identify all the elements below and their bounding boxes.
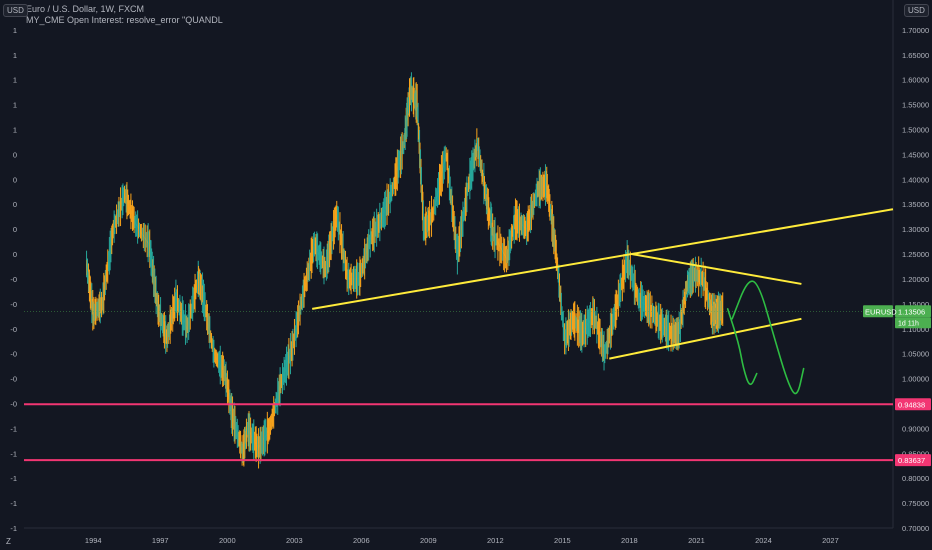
left-scale-label[interactable]: USD [3, 4, 28, 17]
left-tick-label: 1 [13, 126, 17, 135]
y-tick-label: 1.50000 [902, 126, 929, 135]
y-tick-label: 1.05000 [902, 350, 929, 359]
countdown-bg [895, 317, 931, 329]
y-tick-label: 1.55000 [902, 101, 929, 110]
x-tick-label: 2003 [286, 536, 303, 545]
y-tick-label: 0.90000 [902, 424, 929, 433]
left-tick-label: 0 [13, 200, 17, 209]
x-tick-label: 1994 [85, 536, 102, 545]
level-price-tag-bg [895, 398, 931, 411]
x-tick-label: 2027 [822, 536, 839, 545]
left-tick-label: -0 [10, 350, 17, 359]
y-tick-label: 1.30000 [902, 225, 929, 234]
left-tick-label: -0 [10, 275, 17, 284]
left-tick-label: 1 [13, 51, 17, 60]
indicator-label: MY_CME Open Interest: resolve_error "QUA… [26, 15, 223, 25]
left-tick-label: -0 [10, 300, 17, 309]
left-tick-label: 0 [13, 150, 17, 159]
y-tick-label: 0.75000 [902, 499, 929, 508]
x-tick-label: 2021 [688, 536, 705, 545]
left-tick-label: -1 [10, 474, 17, 483]
y-tick-label: 1.65000 [902, 51, 929, 60]
left-tick-label: -0 [10, 325, 17, 334]
y-tick-label: 1.00000 [902, 375, 929, 384]
x-tick-label: 2015 [554, 536, 571, 545]
y-tick-label: 1.70000 [902, 26, 929, 35]
right-scale-label[interactable]: USD [904, 4, 929, 17]
y-tick-label: 0.80000 [902, 474, 929, 483]
level-price-tag: 0.94838 [898, 400, 925, 409]
left-tick-label: -1 [10, 424, 17, 433]
trend-line [609, 317, 802, 360]
y-tick-label: 1.20000 [902, 275, 929, 284]
y-tick-label: 1.25000 [902, 250, 929, 259]
y-tick-label: 1.35000 [902, 200, 929, 209]
left-tick-label: -0 [10, 399, 17, 408]
x-tick-label: 2009 [420, 536, 437, 545]
level-price-tag: 0.83637 [898, 456, 925, 465]
countdown-label: 1d 11h [898, 320, 919, 327]
last-price-tag-bg [895, 305, 931, 318]
x-tick-label: 2012 [487, 536, 504, 545]
last-price-tag: 1.13506 [898, 307, 925, 316]
y-tick-label: 1.45000 [902, 150, 929, 159]
left-tick-label: -1 [10, 499, 17, 508]
trend-line [631, 253, 802, 285]
left-tick-label: -1 [10, 524, 17, 533]
y-tick-label: 1.10000 [902, 325, 929, 334]
x-tick-label: 2018 [621, 536, 638, 545]
x-tick-label: 1997 [152, 536, 169, 545]
bottom-left-label[interactable]: Z [6, 537, 11, 546]
y-tick-label: 1.15000 [902, 300, 929, 309]
y-tick-label: 0.85000 [902, 449, 929, 458]
left-tick-label: 1 [13, 101, 17, 110]
y-tick-label: 1.60000 [902, 76, 929, 85]
left-tick-label: 1 [13, 76, 17, 85]
level-price-tag-bg [895, 454, 931, 467]
y-tick-label: 0.70000 [902, 524, 929, 533]
x-tick-label: 2000 [219, 536, 236, 545]
projection-drawing [726, 308, 758, 386]
left-tick-label: 0 [13, 225, 17, 234]
projection-drawing [731, 280, 805, 395]
left-tick-label: 1 [13, 26, 17, 35]
x-tick-label: 2006 [353, 536, 370, 545]
left-tick-label: -1 [10, 449, 17, 458]
left-tick-label: 0 [13, 250, 17, 259]
symbol-tag: EURUSD [865, 307, 897, 316]
x-tick-label: 2024 [755, 536, 772, 545]
left-tick-label: 0 [13, 175, 17, 184]
trend-line [312, 208, 894, 310]
symbol-tag-bg [863, 305, 893, 318]
chart-title: Euro / U.S. Dollar, 1W, FXCM [26, 4, 145, 14]
y-tick-label: 1.40000 [902, 175, 929, 184]
left-tick-label: -0 [10, 375, 17, 384]
